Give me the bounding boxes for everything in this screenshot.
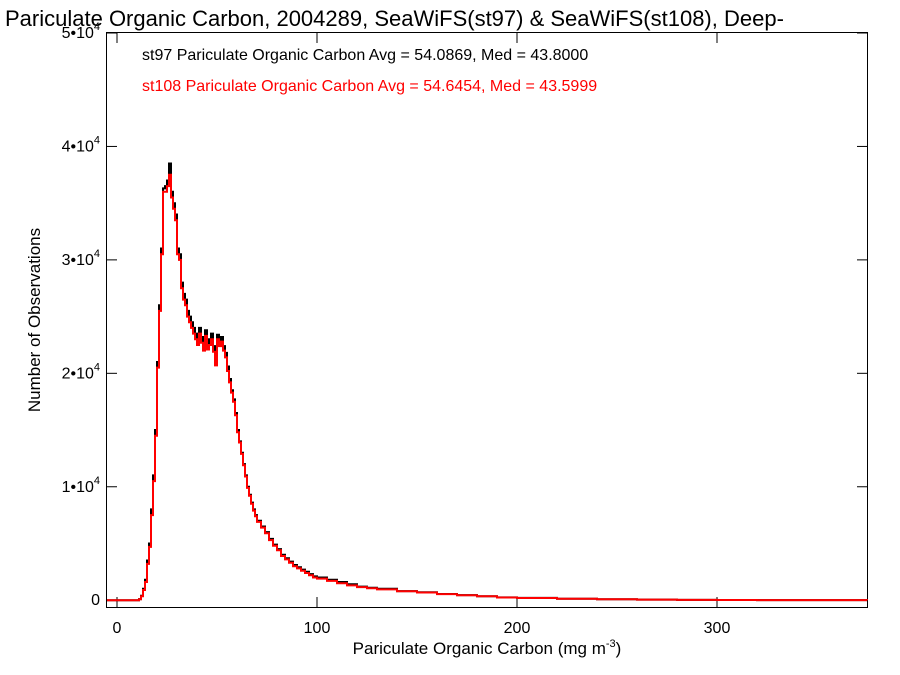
plot-frame <box>106 32 868 608</box>
y-tick-label-exponent: 4 <box>94 475 100 487</box>
y-tick-label-exponent: 4 <box>94 21 100 33</box>
x-tick-label: 300 <box>704 620 731 637</box>
y-tick-label: 0 <box>91 592 100 609</box>
y-tick-label: 4•104 <box>62 134 100 155</box>
y-tick-label: 3•104 <box>62 248 100 269</box>
y-tick-label-mantissa: 1•10 <box>62 479 94 496</box>
x-tick-label: 100 <box>304 620 331 637</box>
legend-entry-st108: st108 Pariculate Organic Carbon Avg = 54… <box>142 78 597 95</box>
y-tick-label: 2•104 <box>62 361 100 382</box>
series-line-st97 <box>107 162 868 602</box>
y-tick-label-mantissa: 4•10 <box>62 138 94 155</box>
y-tick-label-mantissa: 3•10 <box>62 252 94 269</box>
series-lines <box>107 162 868 602</box>
y-tick-label-exponent: 4 <box>94 248 100 260</box>
y-tick-label: 1•104 <box>62 475 100 496</box>
x-axis-label-superscript: -3 <box>606 638 616 650</box>
x-tick-label: 200 <box>504 620 531 637</box>
x-axis-label-end: ) <box>616 639 622 658</box>
y-tick-label-mantissa: 0 <box>91 592 100 609</box>
y-tick-label-mantissa: 5•10 <box>62 25 94 42</box>
y-tick-label-exponent: 4 <box>94 361 100 373</box>
x-tick-label: 0 <box>113 620 122 637</box>
series-line-st108 <box>107 173 868 602</box>
legend-entry-st97: st97 Pariculate Organic Carbon Avg = 54.… <box>142 47 588 64</box>
y-tick-label-mantissa: 2•10 <box>62 365 94 382</box>
chart-title: Pariculate Organic Carbon, 2004289, SeaW… <box>5 6 784 31</box>
y-tick-label: 5•104 <box>62 21 100 42</box>
x-axis-ticks: 0 100 200 300 <box>113 33 731 637</box>
y-axis-label: Number of Observations <box>25 228 44 412</box>
x-axis-label-main: Pariculate Organic Carbon (mg m <box>353 639 606 658</box>
x-axis-label: Pariculate Organic Carbon (mg m-3) <box>353 638 622 658</box>
y-tick-label-exponent: 4 <box>94 134 100 146</box>
